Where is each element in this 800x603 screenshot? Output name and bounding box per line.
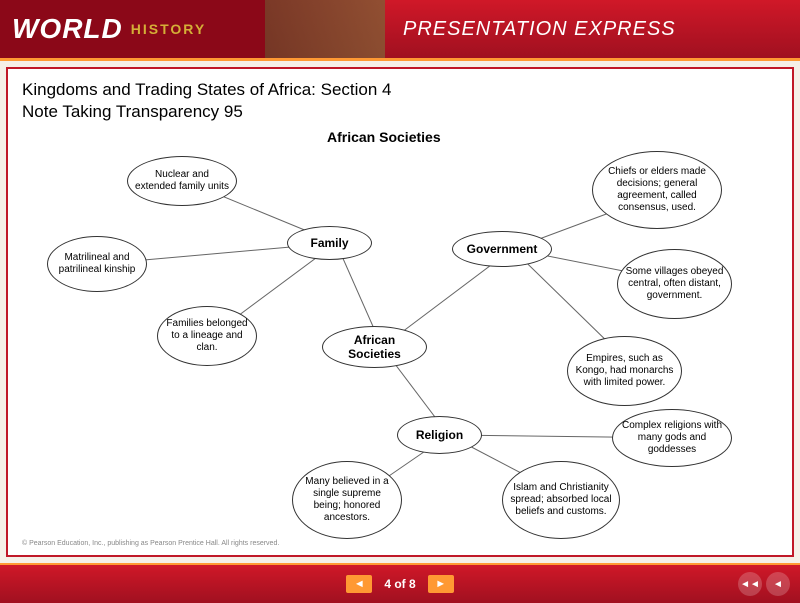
logo: WORLD HISTORY [0,0,265,58]
prev-button[interactable]: ◄ [346,575,372,593]
node-center: African Societies [322,326,427,368]
slide-title-line2: Note Taking Transparency 95 [22,101,778,123]
back-icon: ◄ [773,579,783,590]
concept-map: African Societies African Societies Famil… [22,131,778,541]
logo-main: WORLD [12,13,123,45]
node-n2: Matrilineal and patrilineal kinship [47,236,147,292]
header-divider [0,58,800,61]
node-n3: Families belonged to a lineage and clan. [157,306,257,366]
slide-content: Kingdoms and Trading States of Africa: S… [6,67,794,557]
node-r3: Complex religions with many gods and god… [612,409,732,467]
node-r1: Many believed in a single supreme being;… [292,461,402,539]
page-indicator: 4 of 8 [384,577,415,591]
node-n1: Nuclear and extended family units [127,156,237,206]
copyright-text: © Pearson Education, Inc., publishing as… [22,540,279,547]
node-religion: Religion [397,416,482,454]
node-g1: Chiefs or elders made decisions; general… [592,151,722,229]
rewind-button[interactable]: ◄◄ [738,572,762,596]
footer-controls: ◄◄ ◄ [738,572,790,596]
arrow-left-icon: ◄ [354,578,365,590]
rewind-icon: ◄◄ [740,579,760,590]
node-g2: Some villages obeyed central, often dist… [617,249,732,319]
node-family: Family [287,226,372,260]
diagram-title: African Societies [327,129,441,145]
app-title: PRESENTATION EXPRESS [385,0,800,58]
app-header: WORLD HISTORY PRESENTATION EXPRESS [0,0,800,58]
logo-sub: HISTORY [131,21,206,37]
next-button[interactable]: ► [428,575,454,593]
nav-footer: ◄ 4 of 8 ► ◄◄ ◄ [0,563,800,603]
node-r2: Islam and Christianity spread; absorbed … [502,461,620,539]
node-government: Government [452,231,552,267]
header-decoration [265,0,385,58]
slide-title-line1: Kingdoms and Trading States of Africa: S… [22,79,778,101]
back-button[interactable]: ◄ [766,572,790,596]
arrow-right-icon: ► [435,578,446,590]
node-g3: Empires, such as Kongo, had monarchs wit… [567,336,682,406]
slide-title: Kingdoms and Trading States of Africa: S… [22,79,778,123]
